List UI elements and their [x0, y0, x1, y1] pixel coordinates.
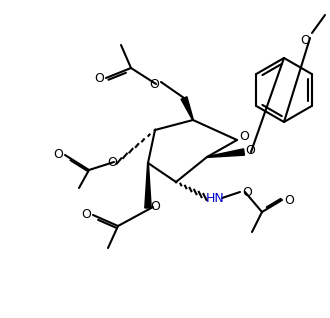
Text: O: O: [107, 156, 117, 169]
Text: O: O: [284, 193, 294, 206]
Text: O: O: [81, 209, 91, 222]
Text: O: O: [149, 78, 159, 91]
Text: O: O: [242, 185, 252, 198]
Text: O: O: [239, 130, 249, 143]
Text: O: O: [245, 143, 255, 156]
Text: HN: HN: [206, 192, 224, 205]
Text: O: O: [150, 199, 160, 212]
Text: O: O: [94, 72, 104, 85]
Text: O: O: [53, 149, 63, 162]
Polygon shape: [207, 149, 245, 157]
Polygon shape: [145, 163, 151, 208]
Text: O: O: [300, 34, 310, 47]
Polygon shape: [181, 97, 193, 120]
